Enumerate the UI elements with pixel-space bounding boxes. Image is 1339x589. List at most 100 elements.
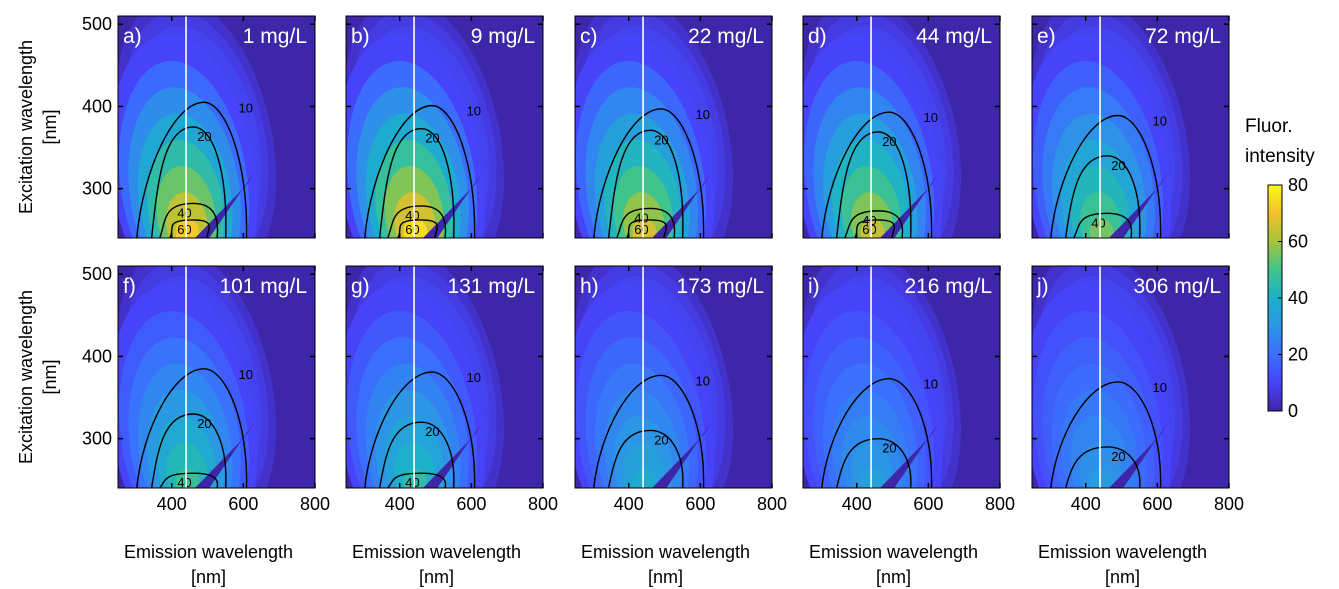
contour-label-20: 20	[654, 132, 668, 147]
panel-concentration: 306 mg/L	[1133, 275, 1221, 298]
contour-20	[607, 129, 684, 238]
contour-label-20: 20	[425, 424, 439, 439]
x-tick-label: 400	[842, 494, 872, 514]
x-tick-label: 800	[300, 494, 330, 514]
x-tick-label: 600	[913, 494, 943, 514]
contour-label-40: 40	[405, 475, 419, 490]
contour-20	[378, 127, 455, 238]
panel-g: 10 20 40 400 600 800 g) 131 mg/L Emission wavele…	[345, 265, 558, 587]
contour-label-10: 10	[695, 107, 709, 122]
contour-20	[150, 126, 227, 238]
x-tick-label: 400	[1071, 494, 1101, 514]
x-tick-label: 800	[528, 494, 558, 514]
contour-10	[593, 108, 705, 238]
panel-concentration: 131 mg/L	[447, 275, 535, 298]
contour-20	[150, 413, 227, 488]
panel-letter: d)	[808, 25, 827, 48]
panel-frame	[1031, 265, 1230, 489]
panel-letter: b)	[351, 25, 370, 48]
x-tick-label: 400	[385, 494, 415, 514]
contour-label-10: 10	[466, 370, 480, 385]
contour-label-20: 20	[197, 416, 211, 431]
y-tick-label: 500	[82, 14, 112, 34]
contour-label-60: 60	[177, 222, 191, 237]
x-tick-label: 800	[1214, 494, 1244, 514]
contour-40	[616, 207, 676, 238]
contour-label-60: 60	[862, 222, 876, 237]
contour-10	[1050, 114, 1162, 238]
y-tick-label: 300	[82, 179, 112, 199]
panel-letter: g)	[351, 275, 370, 298]
colorbar-tick-label: 0	[1288, 401, 1298, 421]
contour-label-10: 10	[1152, 113, 1166, 128]
contour-60	[397, 219, 438, 238]
x-axis-label-line2: [nm]	[1105, 567, 1140, 587]
contour-label-60: 60	[405, 222, 419, 237]
panel-concentration: 9 mg/L	[471, 25, 535, 48]
contour-40	[159, 472, 219, 488]
panel-concentration: 72 mg/L	[1145, 25, 1221, 48]
panel-j: 10 20 400 600 800 j) 306 mg/L Emission waveleng…	[1031, 265, 1244, 587]
contour-label-10: 10	[466, 104, 480, 119]
panel-concentration: 216 mg/L	[904, 275, 992, 298]
panel-frame	[802, 15, 1001, 239]
contour-10	[136, 368, 248, 488]
x-tick-label: 800	[985, 494, 1015, 514]
contour-10	[1050, 381, 1162, 488]
contour-10	[593, 374, 705, 488]
x-axis-label-line1: Emission wavelength	[1038, 542, 1207, 562]
panel-i: 10 20 400 600 800 i) 216 mg/L Emission waveleng…	[802, 265, 1015, 587]
y-axis-labels: Excitation wavelength [nm]Excitation wave…	[16, 40, 60, 464]
x-tick-label: 600	[456, 494, 486, 514]
x-tick-label: 400	[157, 494, 187, 514]
panel-h: 10 20 400 600 800 h) 173 mg/L Emission waveleng…	[574, 265, 787, 587]
contour-label-20: 20	[425, 131, 439, 146]
panel-e: 10 20 40 e) 72 mg/L	[1031, 15, 1230, 239]
x-tick-label: 600	[685, 494, 715, 514]
x-axis-label-line2: [nm]	[419, 567, 454, 587]
contour-40	[387, 472, 447, 488]
colorbar-title-line2: intensity	[1245, 146, 1315, 167]
contour-60	[854, 219, 895, 238]
panel-concentration: 101 mg/L	[219, 275, 307, 298]
panel-frame	[574, 265, 773, 489]
x-tick-label: 800	[757, 494, 787, 514]
contour-20	[835, 131, 912, 238]
contour-label-10: 10	[1152, 380, 1166, 395]
contour-label-10: 10	[238, 100, 252, 115]
panel-concentration: 44 mg/L	[916, 25, 992, 48]
colorbar-tick-label: 40	[1288, 288, 1308, 308]
contour-40	[1073, 212, 1133, 238]
panel-letter: j)	[1036, 275, 1049, 298]
y-tick-label: 400	[82, 96, 112, 116]
contour-10	[821, 377, 933, 488]
panel-letter: i)	[808, 275, 820, 298]
panel-f: 10 20 40 400 600 800 300 400 500 f) 101 mg/L Emissi…	[82, 264, 330, 587]
panel-frame	[345, 15, 544, 239]
x-axis-label-line1: Emission wavelength	[581, 542, 750, 562]
contour-40	[844, 210, 904, 238]
contour-label-10: 10	[695, 373, 709, 388]
panel-frame	[117, 15, 316, 239]
panel-frame	[117, 265, 316, 489]
contour-60	[169, 219, 210, 238]
contour-10	[364, 104, 476, 238]
contour-20	[1064, 446, 1141, 488]
contour-label-20: 20	[654, 432, 668, 447]
x-tick-label: 600	[228, 494, 258, 514]
x-axis-label-line2: [nm]	[648, 567, 683, 587]
panel-concentration: 22 mg/L	[688, 25, 764, 48]
contour-label-40: 40	[634, 210, 648, 225]
panel-frame	[345, 265, 544, 489]
panel-a: 10 20 40 60 300 400 500 a) 1 mg/L	[82, 14, 316, 239]
contour-label-20: 20	[197, 129, 211, 144]
x-tick-label: 600	[1142, 494, 1172, 514]
contour-label-40: 40	[177, 205, 191, 220]
contour-label-20: 20	[882, 441, 896, 456]
panel-concentration: 1 mg/L	[243, 25, 307, 48]
y-tick-label: 300	[82, 429, 112, 449]
